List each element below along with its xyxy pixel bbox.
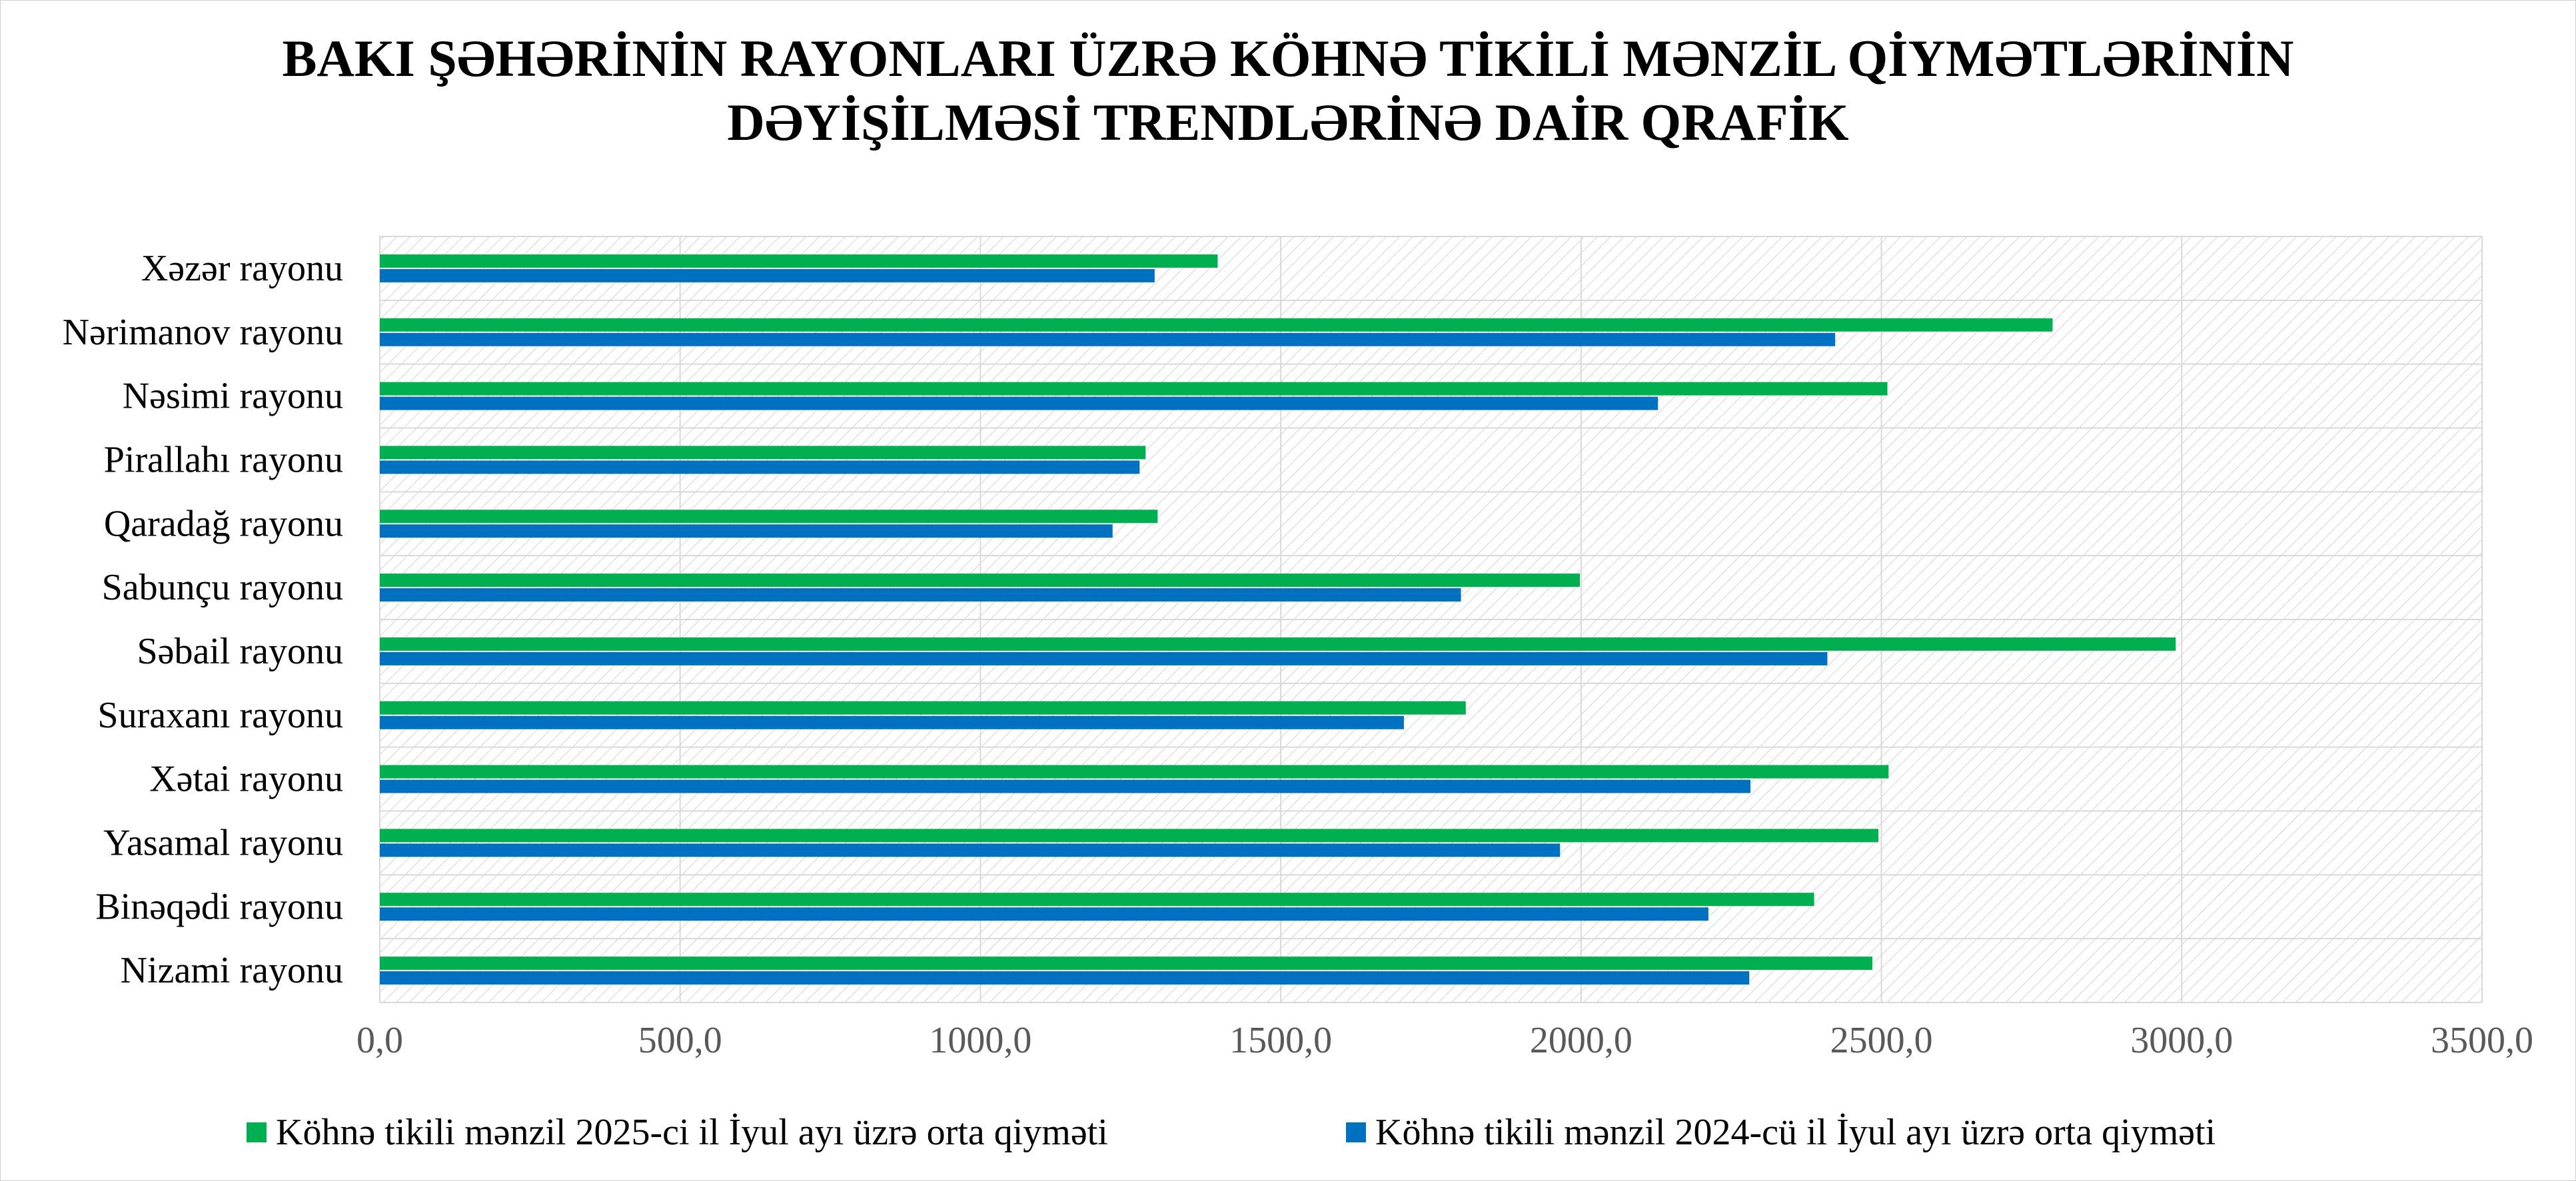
bar-2024 [380,907,1708,921]
category-label: Binəqədi rayonu [95,886,343,927]
bar-2024 [380,588,1461,602]
x-tick-label: 0,0 [356,1020,403,1061]
category-label: Pirallahı rayonu [104,439,343,480]
bar-2025 [380,510,1158,524]
category-labels: Xəzər rayonu Nərimanov rayonu Nəsimi rayon… [63,248,343,991]
x-tick-label: 1000,0 [929,1020,1031,1061]
bar-2025 [380,382,1888,396]
category-label: Nəsimi rayonu [123,376,343,417]
bars [380,254,2176,985]
chart-title-line-1: BAKI ŞƏHƏRİNİN RAYONLARI ÜZRƏ KÖHNƏ TİKİ… [282,29,2294,87]
category-label: Xətai rayonu [149,759,343,800]
category-label: Qaradağ rayonu [104,503,343,544]
chart-title-line-2: DƏYİŞİLMƏSİ TRENDLƏRİNƏ DAİR QRAFİK [727,93,1849,151]
chart-title: BAKI ŞƏHƏRİNİN RAYONLARI ÜZRƏ KÖHNƏ TİKİ… [0,27,2576,155]
x-tick-label: 2500,0 [1830,1020,1933,1061]
bar-2025 [380,254,1218,268]
bar-2025 [380,893,1814,907]
category-label: Nizami rayonu [121,950,343,991]
category-label: Sabunçu rayonu [102,567,343,608]
x-tick-label: 3000,0 [2130,1020,2233,1061]
legend-swatch-2024 [1346,1122,1366,1142]
bar-2024 [380,779,1751,793]
legend-label-2024: Köhnə tikili mənzil 2024-cü il İyul ayı … [1375,1112,2216,1153]
legend-label-2025: Köhnə tikili mənzil 2025-ci il İyul ayı … [276,1112,1108,1153]
category-label: Nərimanov rayonu [63,312,343,353]
bar-2024 [380,715,1404,729]
bar-2025 [380,637,2176,651]
bar-2024 [380,460,1140,474]
bar-2024 [380,396,1658,410]
gridlines [379,236,2483,1003]
category-label: Səbail rayonu [137,631,343,672]
legend: Köhnə tikili mənzil 2025-ci il İyul ayı … [0,1102,2576,1162]
x-tick-label: 1500,0 [1229,1020,1332,1061]
bar-2024 [380,268,1155,282]
category-label: Xəzər rayonu [141,248,343,289]
bar-2024 [380,524,1113,538]
x-tick-label: 2000,0 [1530,1020,1632,1061]
bar-2024 [380,332,1836,346]
x-tick-label: 500,0 [638,1020,722,1061]
bar-2025 [380,574,1581,588]
x-axis-tick-labels: 0,0 500,0 1000,0 1500,0 2000,0 2500,0 3000,0 35… [356,1020,2533,1061]
bar-2025 [380,701,1466,715]
bar-2025 [380,829,1879,843]
legend-item-2024: Köhnə tikili mənzil 2024-cü il İyul ayı … [1346,1102,2216,1162]
bar-2024 [380,971,1750,985]
category-label: Yasamal rayonu [103,822,343,863]
bar-2025 [380,957,1873,971]
legend-swatch-2025 [247,1122,267,1142]
bar-2024 [380,843,1561,857]
bar-2025 [380,318,2053,332]
category-label: Suraxanı rayonu [97,695,343,736]
bar-2025 [380,446,1146,460]
bar-2024 [380,651,1828,665]
x-tick-label: 3500,0 [2431,1020,2533,1061]
legend-item-2025: Köhnə tikili mənzil 2025-ci il İyul ayı … [247,1102,1108,1162]
bar-2025 [380,765,1889,779]
